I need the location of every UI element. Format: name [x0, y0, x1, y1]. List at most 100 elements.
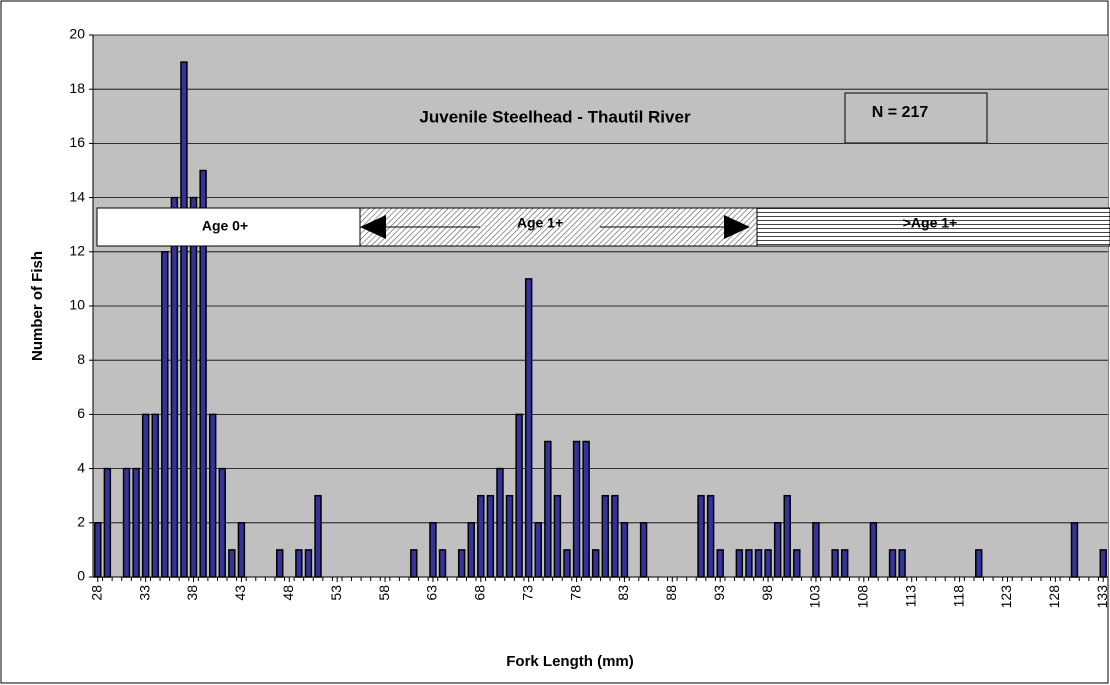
bar	[429, 522, 437, 578]
y-tick-label: 14	[69, 188, 85, 204]
bar	[773, 522, 782, 578]
bar	[477, 494, 485, 578]
x-tick-label: 88	[663, 585, 679, 601]
annotation: >Age 1+	[903, 215, 957, 231]
bar	[189, 196, 198, 578]
y-tick-label: 12	[69, 243, 85, 259]
x-tick-label: 78	[567, 585, 583, 601]
bar	[783, 494, 791, 578]
bar	[486, 494, 495, 578]
bar	[888, 549, 897, 578]
x-tick-label: 48	[280, 585, 296, 601]
bar	[812, 522, 820, 578]
bar	[103, 467, 112, 578]
bar	[582, 440, 590, 578]
y-tick-label: 6	[77, 405, 85, 421]
annotation: Age 0+	[202, 218, 248, 234]
bar	[534, 522, 542, 578]
y-tick-label: 16	[69, 134, 85, 150]
bar	[840, 549, 849, 578]
y-tick-label: 2	[77, 514, 85, 530]
y-axis-title: Number of Fish	[29, 251, 46, 361]
bar	[745, 549, 753, 578]
x-tick-label: 128	[1046, 585, 1062, 609]
bar	[754, 549, 763, 578]
x-tick-label: 53	[328, 585, 344, 601]
x-tick-label: 133	[1094, 585, 1110, 609]
x-tick-label: 103	[807, 585, 823, 609]
bar	[276, 549, 284, 578]
annotation: Age 1+	[517, 215, 563, 231]
arrow-head	[360, 215, 386, 239]
bar	[697, 494, 705, 578]
bar	[237, 522, 246, 578]
arrow-head	[724, 215, 750, 239]
x-tick-label: 63	[424, 585, 440, 601]
x-tick-label: 38	[184, 585, 200, 601]
bar	[639, 522, 648, 578]
bar	[515, 413, 523, 578]
x-tick-label: 113	[902, 585, 918, 608]
bar	[180, 61, 188, 578]
x-tick-label: 98	[759, 585, 775, 601]
bar	[94, 522, 102, 578]
x-tick-label: 43	[232, 585, 248, 601]
y-tick-label: 10	[69, 297, 85, 313]
y-tick-label: 20	[69, 26, 85, 42]
bar	[716, 549, 724, 578]
bar	[304, 549, 313, 578]
bar	[831, 549, 839, 578]
bar	[764, 549, 772, 578]
bar	[611, 494, 619, 578]
x-tick-label: 58	[376, 585, 392, 601]
x-tick-label: 118	[950, 585, 966, 608]
y-tick-label: 0	[77, 568, 85, 584]
x-tick-label: 68	[472, 585, 488, 601]
bar	[898, 549, 906, 578]
annotation: N = 217	[872, 104, 929, 121]
bar	[496, 467, 504, 578]
bar	[620, 522, 629, 578]
y-tick-label: 18	[69, 80, 85, 96]
bar	[457, 549, 466, 578]
bar	[1099, 549, 1107, 578]
x-tick-label: 93	[711, 585, 727, 601]
bar	[601, 494, 610, 578]
age-box	[756, 207, 1110, 247]
bar	[706, 494, 715, 578]
bar	[572, 440, 581, 578]
bar	[132, 467, 140, 578]
bar	[170, 196, 179, 578]
bar	[553, 494, 562, 578]
bar	[793, 549, 801, 578]
bar	[1070, 522, 1079, 578]
bar	[467, 522, 475, 578]
bar	[591, 549, 600, 578]
n-box	[844, 92, 988, 144]
bar	[544, 440, 552, 578]
bar	[208, 413, 217, 578]
y-tick-label: 8	[77, 351, 85, 367]
bar	[975, 549, 983, 578]
x-tick-label: 108	[855, 585, 871, 609]
bar	[410, 549, 418, 578]
bar	[524, 278, 533, 578]
bar	[869, 522, 878, 578]
bar	[735, 549, 744, 578]
bar	[438, 549, 447, 578]
bar	[151, 413, 159, 578]
bar	[295, 549, 303, 578]
chart-title: Juvenile Steelhead - Thautil River	[419, 107, 691, 126]
y-tick-label: 4	[77, 459, 85, 475]
x-tick-label: 123	[998, 585, 1014, 609]
x-tick-label: 28	[88, 585, 104, 601]
x-tick-label: 83	[615, 585, 631, 601]
bar	[122, 467, 131, 578]
bar	[141, 413, 150, 578]
bar	[218, 467, 226, 578]
x-tick-label: 33	[136, 585, 152, 601]
bar	[563, 549, 571, 578]
bar	[161, 251, 169, 578]
bar	[505, 494, 514, 578]
